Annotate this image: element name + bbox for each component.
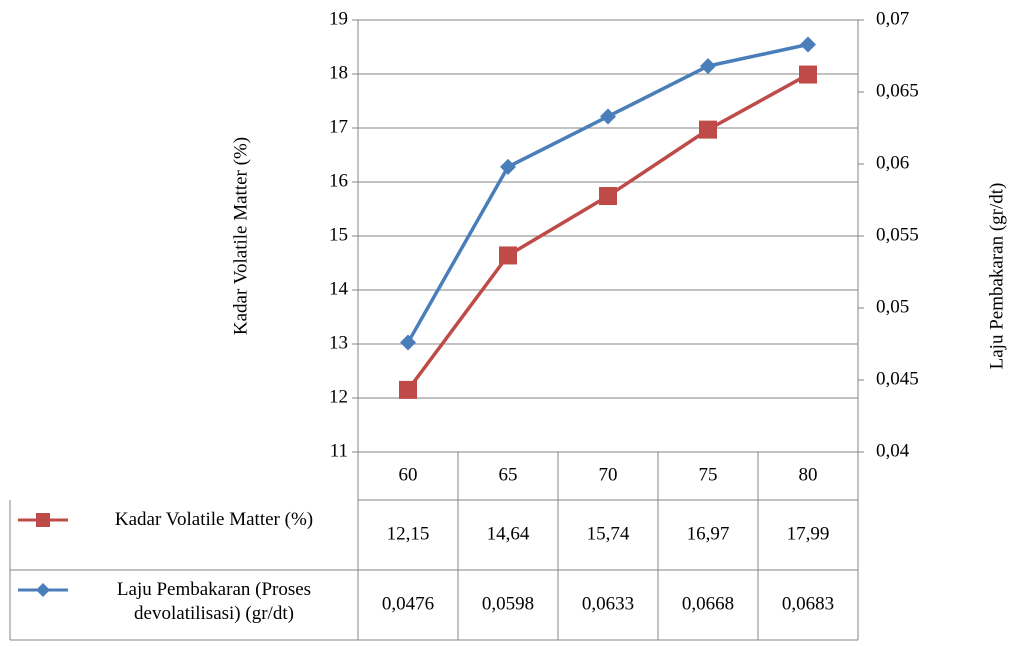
y-tick-label: 16 [329,170,348,191]
x-tick-label: 75 [699,464,718,485]
table-value: 0,0683 [782,593,834,614]
table-value: 17,99 [787,523,830,544]
legend-label: Laju Pembakaran (Proses devolatilisasi) … [116,579,312,624]
legend-marker [36,583,50,597]
table-value: 0,0668 [682,593,734,614]
x-tick-label: 65 [499,464,518,485]
y-tick-label: 19 [329,8,348,29]
marker [500,158,516,175]
x-tick-label: 70 [599,464,618,485]
table-value: 0,0633 [582,593,634,614]
y-tick-label: 13 [329,332,348,353]
table-value: 15,74 [587,523,630,544]
marker [400,334,416,351]
table-value: 0,0476 [382,593,434,614]
marker [599,187,617,206]
table-value: 16,97 [687,523,730,544]
y-axis-label: Kadar Volatile Matter (%) [230,137,251,335]
y2-tick-label: 0,06 [876,152,909,173]
y-tick-label: 11 [330,440,348,461]
marker [499,246,517,265]
y2-tick-label: 0,065 [876,80,919,101]
table-value: 12,15 [387,523,430,544]
y-tick-label: 12 [329,386,348,407]
y-tick-label: 15 [329,224,348,245]
marker [699,120,717,139]
marker [399,380,417,399]
marker [800,36,816,53]
x-tick-label: 80 [799,464,818,485]
y-tick-label: 14 [329,278,349,299]
legend-marker [36,513,50,527]
table-value: 0,0598 [482,593,534,614]
marker [700,58,716,75]
y2-tick-label: 0,045 [876,368,919,389]
y2-tick-label: 0,055 [876,224,919,245]
legend-label: Kadar Volatile Matter (%) [114,509,314,530]
y2-tick-label: 0,04 [876,440,910,461]
table-value: 14,64 [487,523,530,544]
y-tick-label: 17 [329,116,348,137]
y2-axis-label: Laju Pembakaran (gr/dt) [986,183,1007,370]
y2-tick-label: 0,07 [876,8,909,29]
y-tick-label: 18 [329,62,348,83]
marker [799,65,817,84]
x-tick-label: 60 [399,464,418,485]
marker [600,108,616,125]
y2-tick-label: 0,05 [876,296,909,317]
